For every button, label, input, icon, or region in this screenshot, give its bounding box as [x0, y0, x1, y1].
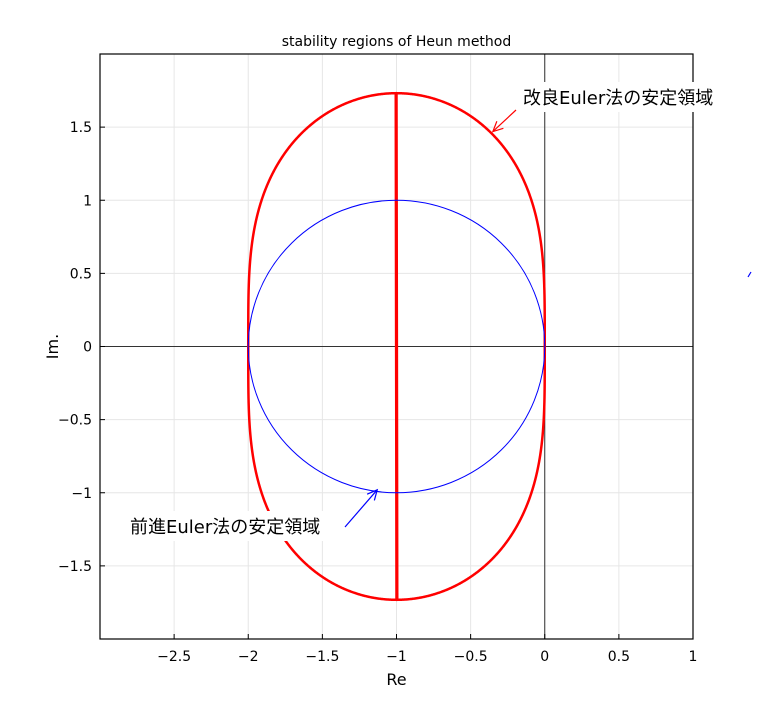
- heun-stability-boundary-branch: [247, 91, 398, 602]
- x-axis-label: Re: [386, 670, 406, 689]
- annotation-arrow-head: [366, 488, 379, 501]
- x-tick-label: 0: [540, 649, 549, 665]
- y-tick-label: −0.5: [58, 413, 92, 429]
- x-tick-label: −2.5: [157, 649, 191, 665]
- annotation-background: [125, 511, 347, 541]
- x-tick-label: 1: [689, 649, 698, 665]
- euler-stability-circle: [247, 199, 546, 494]
- chart-title: stability regions of Heun method: [282, 34, 512, 50]
- x-tick-label: −1: [386, 649, 407, 665]
- y-tick-label: −1.5: [58, 559, 92, 575]
- y-tick-label: 0.5: [70, 266, 92, 282]
- series-layer: [247, 91, 546, 602]
- y-tick-label: 0: [83, 340, 92, 356]
- tick-layer: −2.5 −2 −1.5 −1 −0.5 0 0.5 1 1.5 1 0.5 0 −0.5 −1 −1.5: [58, 120, 697, 665]
- annotation-arrow-head: [491, 121, 504, 133]
- y-tick-label: 1: [83, 193, 92, 209]
- y-tick-label: −1: [71, 486, 92, 502]
- x-tick-label: −2: [238, 649, 259, 665]
- stray-blue-mark: [747, 271, 752, 278]
- x-tick-label: −0.5: [454, 649, 488, 665]
- annotation-label: 前進Euler法の安定領域: [130, 517, 320, 538]
- annotation-background: [518, 82, 718, 112]
- x-tick-label: −1.5: [305, 649, 339, 665]
- x-tick-label: 0.5: [608, 649, 630, 665]
- annotation-arrow-line: [492, 109, 517, 132]
- annotation-label: 改良Euler法の安定領域: [523, 88, 713, 109]
- y-tick-label: 1.5: [70, 120, 92, 136]
- annotation-arrow-line: [344, 489, 378, 528]
- y-axis-label: Im.: [43, 334, 62, 359]
